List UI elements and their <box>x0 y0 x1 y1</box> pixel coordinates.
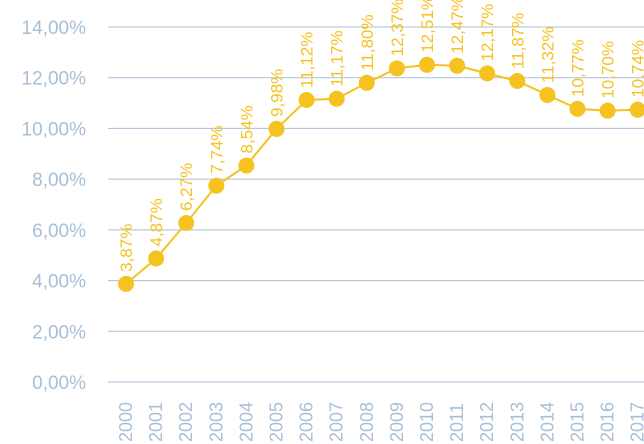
data-point[interactable] <box>599 102 616 119</box>
gridlines <box>108 26 644 383</box>
x-tick-label: 2005 <box>267 402 287 442</box>
x-tick-label: 2001 <box>146 402 166 442</box>
x-tick-label: 2010 <box>417 402 437 442</box>
y-tick-label: 8,00% <box>32 170 86 191</box>
data-label: 8,54% <box>237 105 256 153</box>
data-point[interactable] <box>178 215 195 232</box>
y-tick-label: 14,00% <box>22 18 87 39</box>
x-tick-label: 2012 <box>477 402 497 442</box>
x-tick-label: 2015 <box>568 402 588 442</box>
x-axis: 2000 2001 2002 2003 2004 2005 2006 2007 2008 2009… <box>116 402 644 442</box>
data-label: 11,80% <box>358 14 377 70</box>
data-label: 7,74% <box>207 126 226 174</box>
data-label: 12,47% <box>448 0 467 54</box>
data-point[interactable] <box>148 250 165 267</box>
data-point[interactable] <box>208 177 225 194</box>
data-label: 3,87% <box>117 224 136 272</box>
x-tick-label: 2003 <box>206 402 226 442</box>
data-point[interactable] <box>358 74 375 91</box>
x-tick-label: 2006 <box>297 402 317 442</box>
y-tick-label: 12,00% <box>22 69 87 90</box>
data-label: 11,17% <box>328 30 347 86</box>
x-tick-label: 2013 <box>507 402 527 442</box>
data-label: 12,51% <box>418 0 437 53</box>
data-label: 12,17% <box>478 4 497 62</box>
x-tick-label: 2009 <box>387 402 407 442</box>
series-line <box>118 56 644 292</box>
x-tick-label: 2014 <box>537 402 557 442</box>
data-label: 6,27% <box>177 163 196 211</box>
data-point[interactable] <box>238 157 255 174</box>
data-point[interactable] <box>449 57 466 74</box>
y-tick-label: 2,00% <box>32 322 86 343</box>
y-tick-label: 0,00% <box>32 373 86 394</box>
data-point[interactable] <box>328 90 345 107</box>
data-labels: 3,87% 4,87% 6,27% 7,74% 8,54% 9,98% 11,12% 11,1… <box>117 0 644 272</box>
x-tick-label: 2017 <box>628 402 644 442</box>
data-label: 11,12% <box>298 32 317 88</box>
data-label: 10,74% <box>629 40 644 98</box>
y-tick-label: 4,00% <box>32 272 86 293</box>
x-tick-label: 2002 <box>176 402 196 442</box>
data-label: 10,77% <box>569 39 588 97</box>
data-point[interactable] <box>569 100 586 117</box>
data-point[interactable] <box>539 86 556 103</box>
data-point[interactable] <box>298 92 315 109</box>
x-tick-label: 2011 <box>447 403 467 442</box>
y-axis: 0,00% 2,00% 4,00% 6,00% 8,00% 10,00% 12,00% 14,… <box>22 18 87 394</box>
x-tick-label: 2004 <box>236 402 256 442</box>
x-tick-label: 2000 <box>116 402 136 442</box>
data-point[interactable] <box>268 120 285 137</box>
data-label: 10,70% <box>599 41 618 99</box>
y-tick-label: 6,00% <box>32 221 86 242</box>
series-path <box>125 63 638 285</box>
data-label: 11,87% <box>508 13 527 69</box>
data-point[interactable] <box>479 65 496 82</box>
x-tick-label: 2016 <box>598 402 618 442</box>
data-point[interactable] <box>118 275 134 292</box>
data-label: 11,32% <box>538 27 557 83</box>
data-point[interactable] <box>388 60 405 77</box>
x-tick-label: 2008 <box>357 402 377 442</box>
data-label: 9,98% <box>268 69 287 117</box>
y-tick-label: 10,00% <box>22 119 87 140</box>
data-label: 12,37% <box>388 0 407 56</box>
x-tick-label: 2007 <box>327 402 347 442</box>
data-point[interactable] <box>419 56 435 73</box>
data-point[interactable] <box>629 101 644 118</box>
data-point[interactable] <box>509 73 526 90</box>
data-label: 4,87% <box>147 198 166 246</box>
